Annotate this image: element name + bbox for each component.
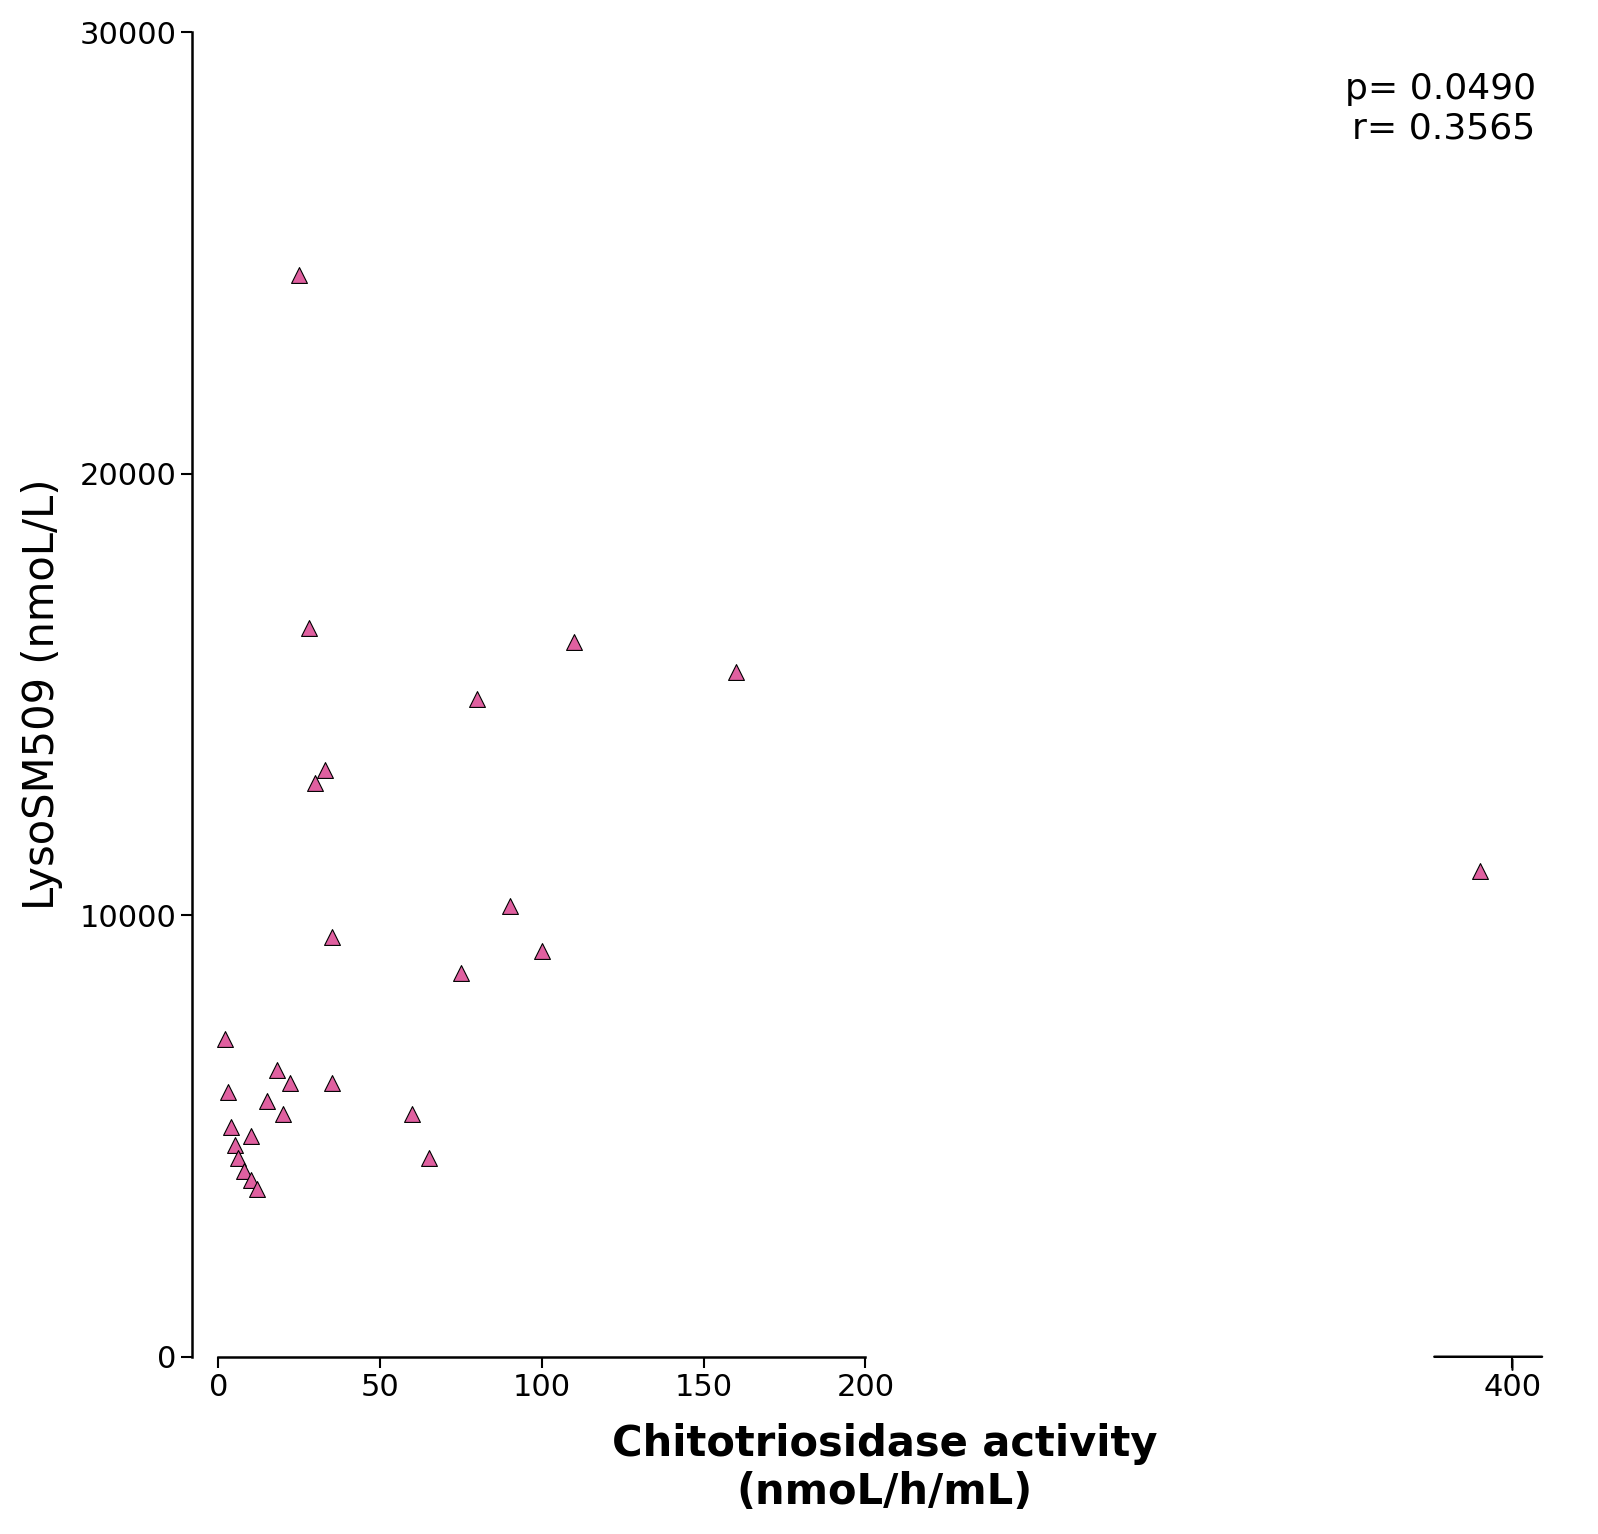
Point xyxy=(320,1071,345,1095)
Point xyxy=(286,262,312,287)
Point xyxy=(219,1115,244,1140)
Point xyxy=(312,758,337,782)
Point xyxy=(1467,859,1493,884)
Point xyxy=(222,1132,248,1157)
Point xyxy=(447,960,473,985)
Point xyxy=(465,687,491,712)
Point xyxy=(264,1057,289,1081)
Point xyxy=(213,1026,238,1051)
Point xyxy=(254,1089,280,1114)
Text: p= 0.0490
r= 0.3565: p= 0.0490 r= 0.3565 xyxy=(1344,72,1536,146)
Point xyxy=(238,1124,264,1149)
Point xyxy=(270,1101,296,1126)
Point xyxy=(276,1071,302,1095)
Point xyxy=(497,894,523,919)
Point xyxy=(232,1160,257,1184)
Point xyxy=(724,660,749,684)
X-axis label: Chitotriosidase activity
(nmoL/h/mL): Chitotriosidase activity (nmoL/h/mL) xyxy=(612,1422,1157,1513)
Point xyxy=(320,925,345,950)
Point xyxy=(296,617,321,641)
Point xyxy=(238,1167,264,1192)
Y-axis label: LysoSM509 (nmoL/L): LysoSM509 (nmoL/L) xyxy=(21,479,62,910)
Point xyxy=(216,1080,241,1104)
Point xyxy=(400,1101,425,1126)
Point xyxy=(225,1146,251,1170)
Point xyxy=(244,1177,270,1201)
Point xyxy=(415,1146,441,1170)
Point xyxy=(561,629,586,653)
Point xyxy=(302,770,328,795)
Point xyxy=(529,939,555,963)
